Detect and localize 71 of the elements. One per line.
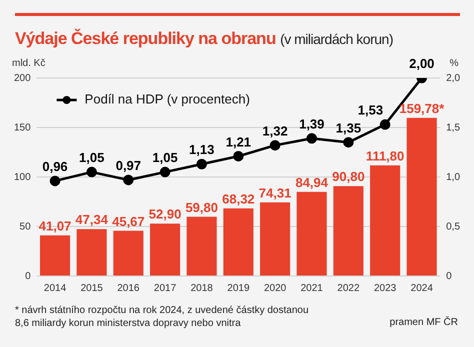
data-label: 1,32 (262, 123, 288, 138)
point (343, 137, 354, 148)
bar (40, 235, 70, 276)
chart-subtitle: (v miliardách korun) (280, 31, 393, 47)
x-tick-label: 2017 (154, 282, 177, 294)
data-label: 0,96 (42, 159, 68, 174)
bar (150, 224, 180, 276)
x-tick-label: 2018 (190, 282, 214, 294)
point (50, 176, 60, 186)
bar (260, 202, 290, 276)
y2-tick-label: 1,0 (446, 172, 460, 183)
data-label: 1,53 (358, 102, 384, 118)
y2-tick-label: 2,0 (446, 72, 460, 84)
text: pramen MF ČR (390, 317, 458, 328)
bar (186, 216, 217, 276)
data-label: 90,80 (332, 169, 365, 184)
y-tick-label: 0 (25, 270, 32, 282)
point (160, 166, 170, 178)
data-label: 1,05 (152, 150, 178, 166)
data-label: 111,80 (366, 148, 404, 164)
data-label: 84,94 (295, 174, 329, 190)
x-tick-label: 2014 (44, 282, 67, 294)
x-tick-label: 2022 (337, 282, 360, 294)
x-tick-label: 2015 (80, 282, 104, 294)
x-tick-label: 2020 (264, 282, 287, 294)
bar (76, 229, 107, 276)
data-label: 1,35 (336, 120, 362, 136)
data-label: 59,80 (185, 200, 218, 215)
legend-label: Podíl na HDP (v procentech) (84, 92, 250, 107)
data-label: 1,05 (79, 150, 104, 166)
point (196, 158, 207, 170)
bar (113, 230, 144, 276)
y2-tick-label: 0,5 (446, 221, 460, 232)
chart-title: Výdaje České republiky na obranu (15, 29, 276, 48)
y-tick-label: 100 (14, 172, 32, 183)
data-label: 1,21 (226, 134, 252, 150)
x-tick-label: 2019 (227, 282, 250, 294)
data-label: 41,07 (38, 218, 72, 234)
x-tick-label: 2023 (374, 282, 397, 294)
data-label: 159,78* (399, 100, 446, 116)
x-tick-label: 2024 (410, 282, 434, 294)
bar (333, 186, 364, 276)
point (270, 140, 280, 151)
bar (370, 165, 400, 276)
y-axis-title: mld. Kč (12, 58, 46, 69)
y-tick-label: 200 (14, 72, 32, 84)
bar (223, 208, 254, 276)
y-tick-label: 150 (14, 122, 32, 134)
data-label: 0,97 (116, 158, 142, 174)
data-label: 45,67 (112, 214, 145, 229)
bar (406, 118, 437, 276)
data-label: 2,00 (409, 56, 434, 72)
bar (296, 192, 327, 276)
y2-tick-label: 1,5 (446, 122, 460, 134)
y2-tick-label: 0 (446, 270, 452, 282)
data-label: 1,39 (299, 116, 324, 132)
data-label: 68,32 (222, 191, 255, 206)
data-label: 74,31 (258, 186, 292, 201)
data-label: 52,90 (148, 206, 182, 222)
data-label: 47,34 (75, 212, 109, 228)
x-tick-label: 2021 (300, 282, 324, 294)
point (380, 119, 390, 130)
y2-axis-title: % (450, 58, 459, 69)
point (123, 174, 134, 186)
point (306, 133, 317, 144)
data-label: 1,13 (189, 142, 214, 158)
x-tick-label: 2016 (117, 282, 140, 294)
point (86, 166, 97, 178)
point (233, 150, 244, 162)
text: * návrh státního rozpočtu na rok 2024, z uvedené částky dostanou 8,6 miliardy korun ministerstva dopravy nebo vnitra (15, 304, 310, 330)
y-tick-label: 50 (20, 221, 32, 232)
